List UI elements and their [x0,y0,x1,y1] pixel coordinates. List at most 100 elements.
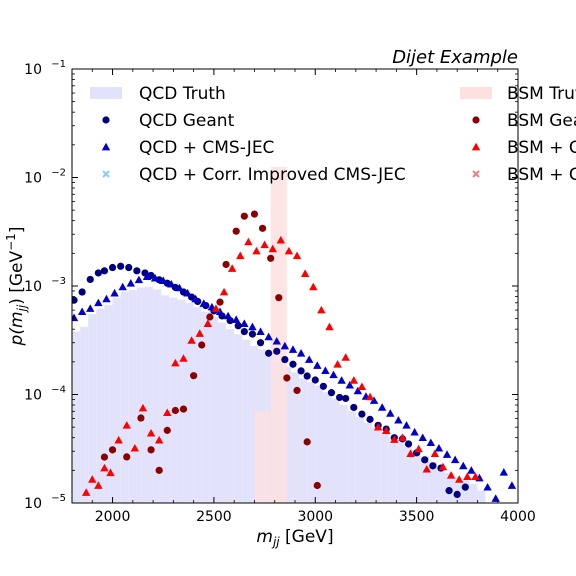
qcd-truth-bin-16 [201,311,210,503]
y-tick-label-3: 10 [24,171,42,187]
y-tick-exponent-1: −4 [51,385,66,396]
legend-marker-6 [471,142,481,151]
qcd-cms-jec-point-22 [248,322,257,331]
bsm-geant-point-2 [123,453,131,461]
legend-marker-5 [472,116,480,124]
bsm-geant-point-3 [137,414,145,422]
bsm-cms-jec-point-43 [422,464,431,473]
qcd-cms-jec-point-18 [215,307,225,316]
bsm-geant-point-12 [216,298,224,306]
bsm-cms-jec-point-11 [163,408,172,417]
qcd-truth-bin-43 [420,456,429,503]
qcd-cms-jec-point-45 [434,443,444,452]
legend-marker-0 [90,87,122,99]
bsm-geant-point-21 [293,386,301,395]
bsm-truth-bin-1 [270,166,287,503]
qcd-cms-jec-point-52 [491,494,500,502]
y-tick-label-1: 10 [24,388,42,404]
qcd-cms-jec-point-43 [418,433,427,442]
qcd-truth-bin-26 [282,366,291,503]
bsm-geant-point-16 [250,210,259,218]
qcd-geant-point-21 [234,322,242,330]
x-tick-label-2: 3000 [297,509,333,525]
qcd-cms-jec-point-49 [467,466,476,474]
qcd-cms-jec-point-14 [183,288,192,297]
qcd-geant-point-3 [94,269,102,277]
qcd-geant-point-26 [273,347,281,355]
qcd-truth-bin-19 [226,329,235,503]
bsm-cms-jec-point-35 [357,382,367,391]
qcd-geant-point-38 [366,415,374,423]
bsm-cms-jec-point-42 [414,444,423,453]
qcd-cms-jec-point-34 [345,380,354,389]
qcd-cms-jec-point-44 [426,438,436,447]
qcd-truth-bin-49 [469,483,478,503]
legend-label-6: BSM + CMS-JEC [507,138,576,158]
qcd-cms-jec-point-31 [321,366,330,374]
qcd-cms-jec-point-48 [459,461,468,470]
bsm-geant-point-9 [190,372,198,380]
bsm-cms-jec-point-7 [130,443,140,452]
marker-layer [72,210,517,502]
bsm-cms-jec-point-19 [227,264,237,272]
legend-marker-2 [101,142,111,151]
y-tick-label-0: 10 [24,496,42,512]
qcd-truth-bin-35 [355,417,364,503]
bsm-cms-jec-point-37 [373,422,383,431]
qcd-truth-bin-20 [234,334,243,503]
legend-label-3: QCD + Corr. Improved CMS-JEC [139,165,406,185]
bsm-cms-jec-point-1 [88,475,97,483]
qcd-geant-point-45 [421,456,429,464]
y-tick-exponent-0: −5 [51,493,66,504]
qcd-truth-bin-6 [120,292,129,503]
qcd-truth-bin-41 [404,446,413,503]
bsm-geant-point-8 [179,405,188,413]
qcd-cms-jec-point-12 [167,279,176,288]
legend-marker-3 [102,170,110,178]
bsm-cms-jec-point-46 [446,471,456,479]
bsm-geant-point-14 [232,227,240,235]
qcd-truth-bin-12 [169,297,178,503]
bsm-cms-jec-point-41 [406,449,415,458]
qcd-geant-point-33 [327,389,336,397]
bsm-cms-jec-point-5 [114,435,123,444]
histogram-layer [72,166,486,503]
bsm-cms-jec-point-26 [284,246,294,255]
qcd-truth-bin-33 [339,405,348,503]
bsm-cms-jec-point-32 [333,360,342,368]
qcd-truth-bin-10 [153,289,162,503]
qcd-geant-point-6 [117,262,125,270]
qcd-geant-point-50 [461,483,469,491]
y-axis: 10 −5 10 −4 10 −3 10 −2 10 −1 [24,59,518,512]
qcd-cms-jec-point-24 [264,332,273,341]
bsm-cms-jec-point-29 [309,282,318,291]
bsm-geant-point-22 [303,438,311,446]
qcd-cms-jec-point-40 [394,415,403,424]
bsm-cms-jec-point-25 [276,235,286,244]
bsm-cms-jec-point-45 [438,462,448,471]
qcd-truth-bin-27 [290,372,300,503]
bsm-cms-jec-point-21 [244,237,253,246]
qcd-geant-point-43 [404,440,413,448]
bsm-cms-jec-point-15 [195,329,204,337]
bsm-cms-jec-point-34 [349,376,358,384]
bsm-cms-jec-point-39 [390,435,399,443]
qcd-cms-jec-point-38 [377,403,387,411]
bsm-cms-jec-point-18 [219,287,229,296]
qcd-cms-jec-point-21 [240,319,249,327]
legend-label-7: BSM + Corr. Improved CMS-JEC [507,165,576,185]
qcd-truth-bin-11 [161,295,170,503]
qcd-truth-bin-30 [315,385,324,503]
qcd-geant-point-34 [336,393,344,402]
bsm-cms-jec-point-14 [187,336,196,344]
qcd-truth-bin-38 [380,432,389,503]
qcd-geant-point-27 [281,355,289,364]
qcd-truth-bin-21 [242,339,251,503]
qcd-cms-jec-point-16 [199,299,208,307]
bsm-geant-point-10 [198,341,206,349]
qcd-geant-point-29 [297,367,305,375]
qcd-truth-bin-0 [72,331,81,503]
x-tick-label-1: 2500 [196,509,232,525]
qcd-cms-jec-point-4 [102,294,111,303]
